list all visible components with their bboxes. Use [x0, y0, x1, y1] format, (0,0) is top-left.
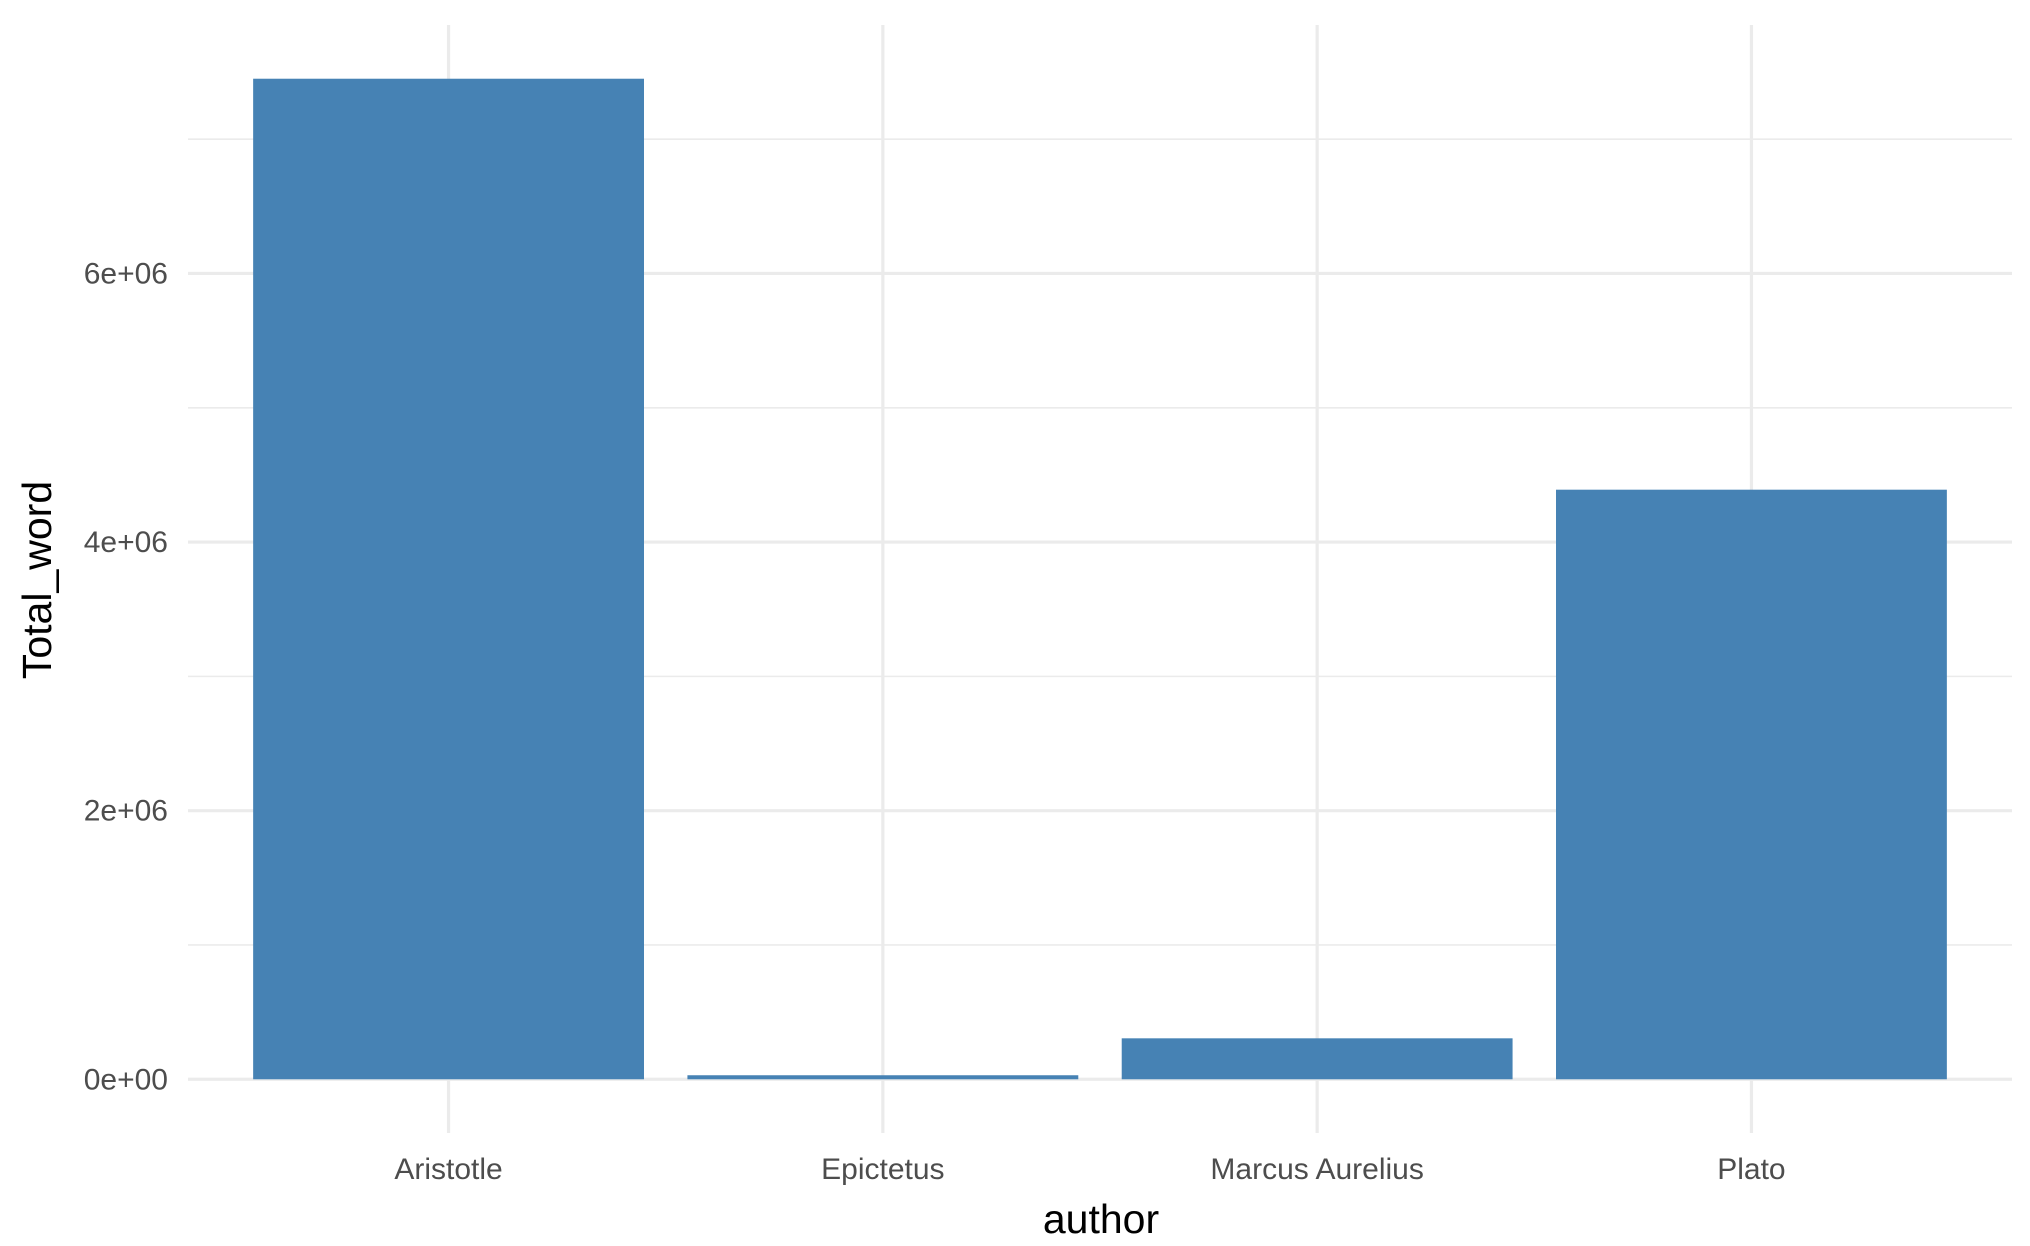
y-tick-label: 0e+00: [84, 1063, 168, 1096]
x-tick-label: Plato: [1717, 1153, 1785, 1186]
x-tick-label: Epictetus: [821, 1153, 944, 1186]
x-tick-labels: Aristotle Epictetus Marcus Aurelius Plato: [394, 1153, 1785, 1186]
bar: [253, 78, 644, 1080]
x-tick-label: Marcus Aurelius: [1210, 1153, 1423, 1186]
y-tick-label: 2e+06: [84, 795, 168, 828]
bar: [687, 1075, 1079, 1080]
y-tick-label: 4e+06: [84, 526, 168, 559]
bar: [1556, 489, 1947, 1080]
y-tick-label: 6e+06: [84, 257, 168, 290]
x-tick-label: Aristotle: [394, 1153, 502, 1186]
y-tick-labels: 0e+00 2e+06 4e+06 6e+06: [84, 257, 168, 1096]
y-axis-title: Total_word: [14, 481, 60, 679]
x-axis-title: author: [1043, 1196, 1159, 1242]
bar: [1121, 1038, 1513, 1080]
bars: [253, 78, 1947, 1080]
